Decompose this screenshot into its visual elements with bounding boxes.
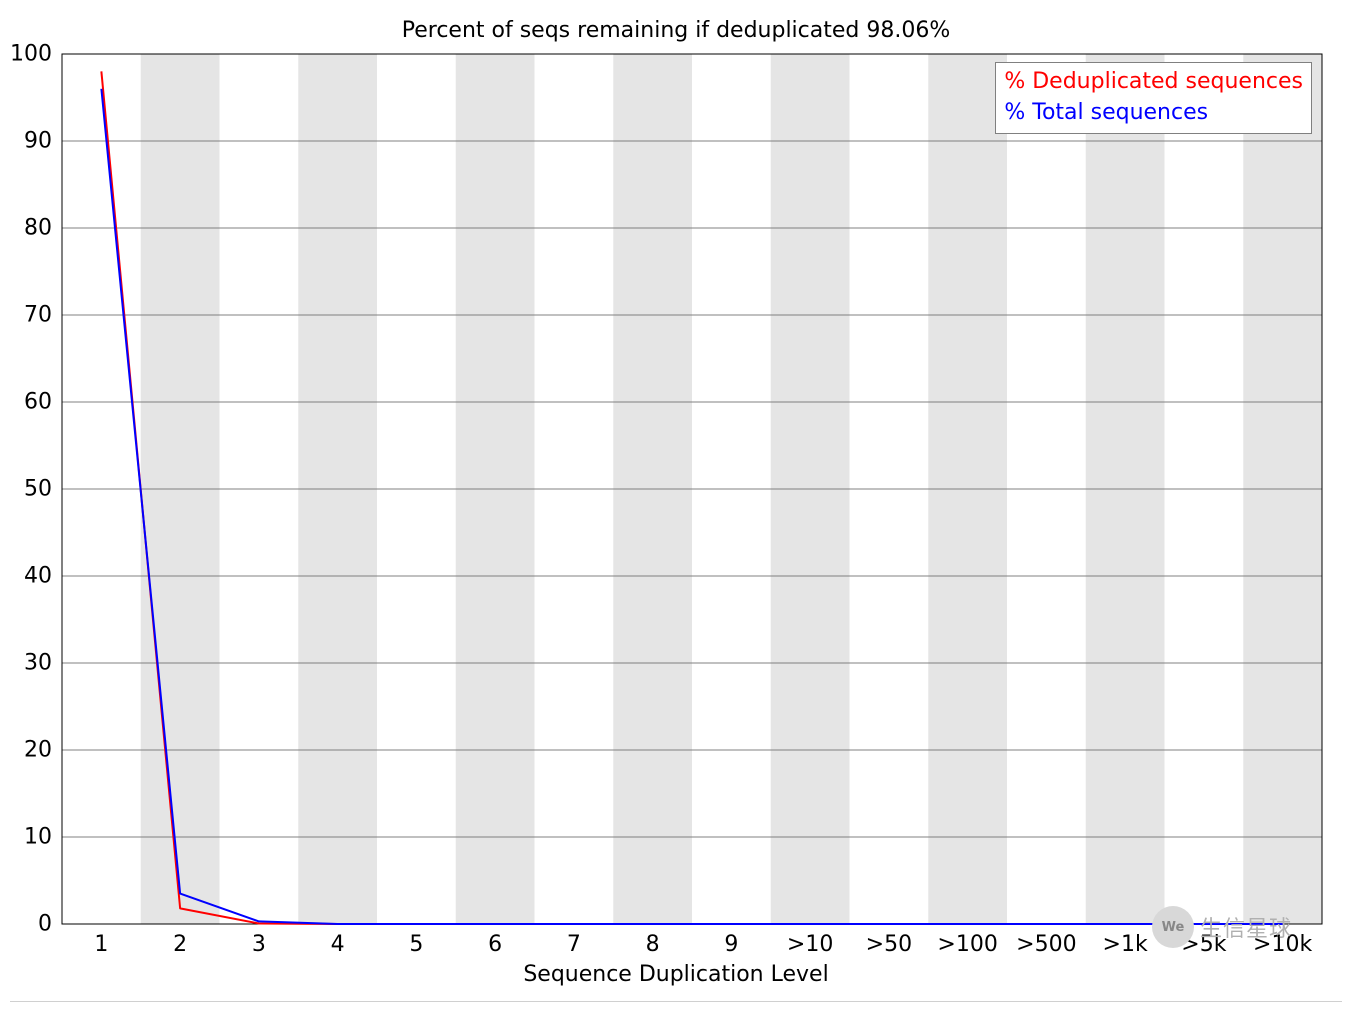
y-tick-label: 100 xyxy=(10,42,62,67)
y-tick-label: 90 xyxy=(24,129,62,154)
x-tick-label: 2 xyxy=(173,924,187,957)
y-tick-label: 20 xyxy=(24,738,62,763)
x-tick-label: >1k xyxy=(1103,924,1148,957)
x-tick-label: >10 xyxy=(787,924,833,957)
watermark-icon: We xyxy=(1152,906,1194,948)
y-tick-label: 10 xyxy=(24,825,62,850)
y-tick-label: 80 xyxy=(24,216,62,241)
y-tick-label: 30 xyxy=(24,651,62,676)
watermark-text: 生信星球 xyxy=(1200,911,1292,943)
legend-item: % Total sequences xyxy=(1004,98,1303,129)
x-tick-label: 6 xyxy=(488,924,502,957)
x-tick-label: 1 xyxy=(94,924,108,957)
x-axis-label: Sequence Duplication Level xyxy=(0,962,1352,987)
watermark-icon-text: We xyxy=(1162,920,1185,935)
chart-container: Percent of seqs remaining if deduplicate… xyxy=(0,0,1352,1010)
x-tick-label: 9 xyxy=(724,924,738,957)
legend-item: % Deduplicated sequences xyxy=(1004,67,1303,98)
y-tick-label: 70 xyxy=(24,303,62,328)
y-tick-label: 60 xyxy=(24,390,62,415)
y-tick-label: 40 xyxy=(24,564,62,589)
x-tick-label: >100 xyxy=(937,924,997,957)
x-tick-label: 7 xyxy=(567,924,581,957)
x-tick-label: 5 xyxy=(409,924,423,957)
x-tick-label: 4 xyxy=(331,924,345,957)
x-tick-label: >500 xyxy=(1016,924,1076,957)
chart-title: Percent of seqs remaining if deduplicate… xyxy=(0,18,1352,43)
y-tick-label: 50 xyxy=(24,477,62,502)
legend: % Deduplicated sequences% Total sequence… xyxy=(995,62,1312,134)
x-tick-label: >50 xyxy=(866,924,912,957)
watermark: We 生信星球 xyxy=(1152,906,1292,948)
plot-area: 0102030405060708090100123456789>10>50>10… xyxy=(62,54,1322,924)
x-tick-label: 3 xyxy=(252,924,266,957)
footer-divider xyxy=(10,1001,1342,1002)
y-tick-label: 0 xyxy=(38,912,62,937)
x-tick-label: 8 xyxy=(646,924,660,957)
